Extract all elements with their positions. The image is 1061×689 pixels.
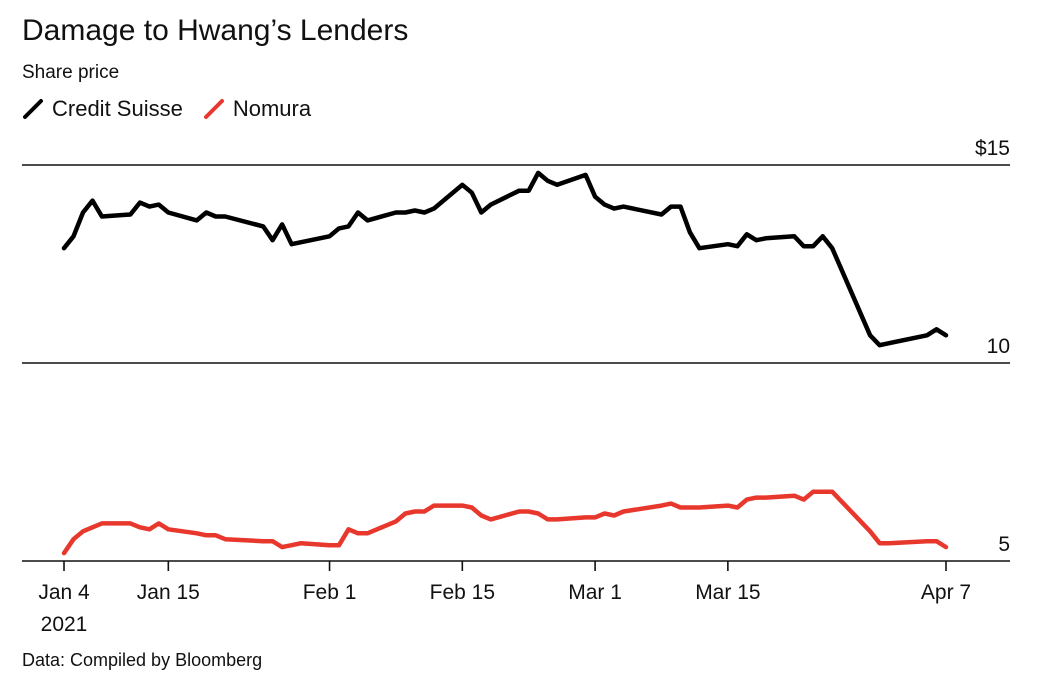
- series-line-nomura: [61, 489, 949, 556]
- x-tick-label-2: Feb 1: [303, 581, 357, 604]
- legend: Credit Suisse Nomura: [22, 96, 331, 122]
- source-note: Data: Compiled by Bloomberg: [22, 650, 263, 670]
- legend-label-nomura: Nomura: [232, 96, 312, 121]
- legend-swatch-nomura: [203, 99, 224, 119]
- legend-item-nomura: Nomura: [203, 96, 311, 122]
- chart-title: Damage to Hwang’s Lenders: [22, 14, 409, 47]
- chart-subtitle: Share price: [22, 62, 120, 83]
- y-tick-label-2: 5: [998, 533, 1010, 556]
- x-tick-label-0: Jan 4: [38, 581, 90, 604]
- legend-swatch-credit-suisse: [23, 99, 43, 119]
- x-tick-label-4: Mar 1: [568, 581, 622, 604]
- legend-label-credit-suisse: Credit Suisse: [52, 96, 183, 121]
- y-tick-label-0: $15: [975, 137, 1010, 160]
- x-tick-label-5: Mar 15: [695, 581, 760, 604]
- x-tick-label-3: Feb 15: [430, 581, 495, 604]
- x-tick-sublabel-0: 2021: [41, 613, 88, 636]
- x-tick-label-1: Jan 15: [137, 581, 200, 604]
- legend-item-credit-suisse: Credit Suisse: [22, 96, 183, 122]
- x-tick-label-6: Apr 7: [921, 581, 971, 604]
- series-line-credit-suisse: [61, 170, 949, 348]
- y-tick-label-1: 10: [987, 335, 1010, 358]
